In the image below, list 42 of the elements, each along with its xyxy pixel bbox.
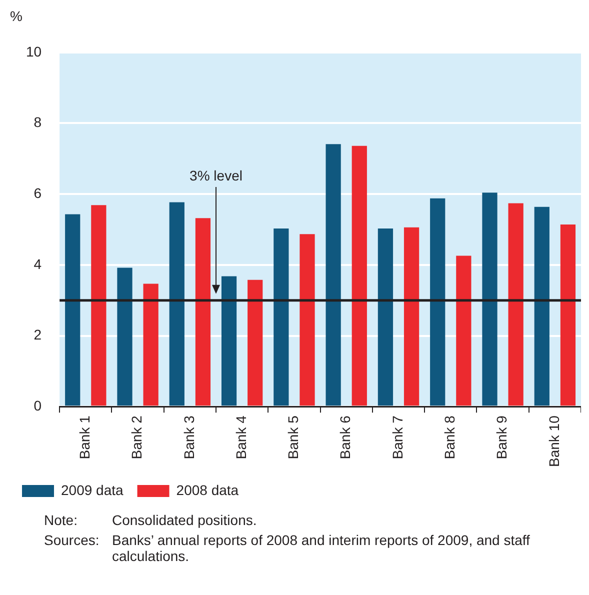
legend-label: 2009 data <box>61 482 124 498</box>
bar <box>143 284 158 406</box>
y-axis-title: % <box>9 8 24 26</box>
bar <box>248 280 263 406</box>
x-tick-label: Bank 6 <box>337 415 354 460</box>
bar <box>195 218 211 406</box>
y-tick-label: 4 <box>34 256 42 272</box>
annotation: 3% level <box>190 167 242 184</box>
bar <box>352 146 367 406</box>
bar <box>169 202 184 406</box>
bar <box>91 205 106 406</box>
x-tick-label: Bank 9 <box>494 415 510 460</box>
y-tick-label: 10 <box>26 43 42 60</box>
legend-label: 2008 data <box>176 482 239 498</box>
bar <box>117 268 132 406</box>
text: Note: Consolidated positions. <box>44 512 257 528</box>
bar <box>534 206 550 406</box>
bar <box>274 228 289 406</box>
x-tick-label: Bank 3 <box>180 415 197 460</box>
x-tick-label: Bank 5 <box>285 415 302 460</box>
y-tick-label: 0 <box>34 397 42 414</box>
bar <box>378 228 394 406</box>
y-tick-label: 2 <box>34 326 42 343</box>
bar <box>482 192 498 406</box>
y-tick-label: 8 <box>34 114 42 130</box>
bar <box>430 198 446 406</box>
bar <box>560 224 576 406</box>
bar <box>456 256 472 406</box>
y-tick-label: 6 <box>34 184 42 201</box>
bar <box>65 214 80 406</box>
source-note: Sources: Banks’ annual reports of 2008 and interim reports of 2009, and staff calculations. <box>44 532 531 564</box>
bar <box>221 276 237 406</box>
x-tick-label: Bank 2 <box>128 415 145 460</box>
bar <box>508 203 524 406</box>
x-tick-label: Bank 8 <box>442 415 458 460</box>
x-tick-label: Bank 10 <box>546 415 562 468</box>
bar <box>404 227 420 406</box>
bar <box>300 234 315 406</box>
x-tick-label: Bank 4 <box>232 415 249 460</box>
bar <box>326 144 341 406</box>
x-tick-label: Bank 1 <box>76 415 93 460</box>
x-tick-label: Bank 7 <box>389 415 406 460</box>
